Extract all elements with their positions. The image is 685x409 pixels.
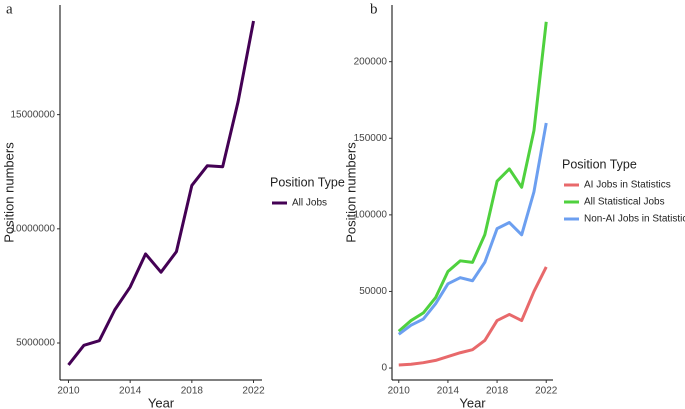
legend-label: All Jobs xyxy=(292,198,327,209)
y-axis-title: Position numbers xyxy=(343,142,358,243)
x-tick-label: 2010 xyxy=(57,386,80,397)
x-tick-label: 2014 xyxy=(437,386,460,397)
legend-label: All Statistical Jobs xyxy=(584,197,665,208)
y-tick-label: 0 xyxy=(381,363,387,374)
x-tick-label: 2022 xyxy=(535,386,558,397)
x-tick-label: 2014 xyxy=(119,386,142,397)
panel-label: a xyxy=(6,1,13,17)
data-line xyxy=(67,20,255,366)
x-tick-label: 2022 xyxy=(242,386,265,397)
x-tick-label: 2010 xyxy=(388,386,411,397)
legend-label: AI Jobs in Statistics xyxy=(584,180,671,191)
x-tick-label: 2018 xyxy=(181,386,204,397)
data-line xyxy=(397,122,548,336)
y-tick-label: 200000 xyxy=(354,56,388,67)
legend-title: Position Type xyxy=(270,175,345,189)
data-line xyxy=(397,21,548,333)
x-tick-label: 2018 xyxy=(486,386,509,397)
y-tick-label: 10000000 xyxy=(11,223,56,234)
y-tick-label: 100000 xyxy=(354,210,388,221)
legend-title: Position Type xyxy=(562,157,637,171)
y-tick-label: 150000 xyxy=(354,133,388,144)
panel-label: b xyxy=(370,1,378,17)
legend-label: Non-AI Jobs in Statistics xyxy=(584,214,685,225)
x-axis-title: Year xyxy=(148,395,175,409)
data-line xyxy=(398,266,548,367)
y-tick-label: 15000000 xyxy=(11,109,56,120)
x-axis-title: Year xyxy=(459,395,486,409)
y-axis-title: Position numbers xyxy=(1,142,16,243)
y-tick-label: 50000 xyxy=(359,286,387,297)
y-tick-label: 5000000 xyxy=(16,338,55,349)
